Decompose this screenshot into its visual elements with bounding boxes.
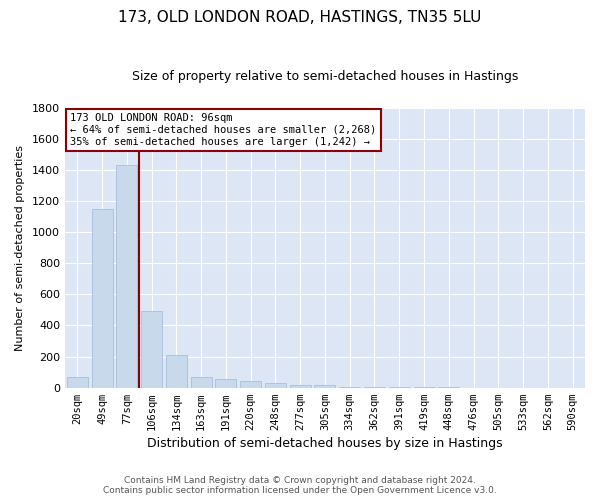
Text: 173, OLD LONDON ROAD, HASTINGS, TN35 5LU: 173, OLD LONDON ROAD, HASTINGS, TN35 5LU (118, 10, 482, 25)
Text: Contains HM Land Registry data © Crown copyright and database right 2024.
Contai: Contains HM Land Registry data © Crown c… (103, 476, 497, 495)
Bar (116, 166, 137, 388)
Bar (141, 312, 162, 388)
Bar (191, 377, 212, 388)
Bar (339, 387, 360, 388)
Y-axis label: Number of semi-detached properties: Number of semi-detached properties (15, 144, 25, 350)
Bar (215, 379, 236, 388)
Bar (67, 377, 88, 388)
Bar (166, 355, 187, 388)
Title: Size of property relative to semi-detached houses in Hastings: Size of property relative to semi-detach… (132, 70, 518, 83)
Text: 173 OLD LONDON ROAD: 96sqm
← 64% of semi-detached houses are smaller (2,268)
35%: 173 OLD LONDON ROAD: 96sqm ← 64% of semi… (70, 114, 376, 146)
Bar (364, 387, 385, 388)
Bar (314, 386, 335, 388)
Bar (240, 382, 261, 388)
Bar (290, 384, 311, 388)
Bar (265, 383, 286, 388)
Bar (92, 209, 113, 388)
X-axis label: Distribution of semi-detached houses by size in Hastings: Distribution of semi-detached houses by … (147, 437, 503, 450)
